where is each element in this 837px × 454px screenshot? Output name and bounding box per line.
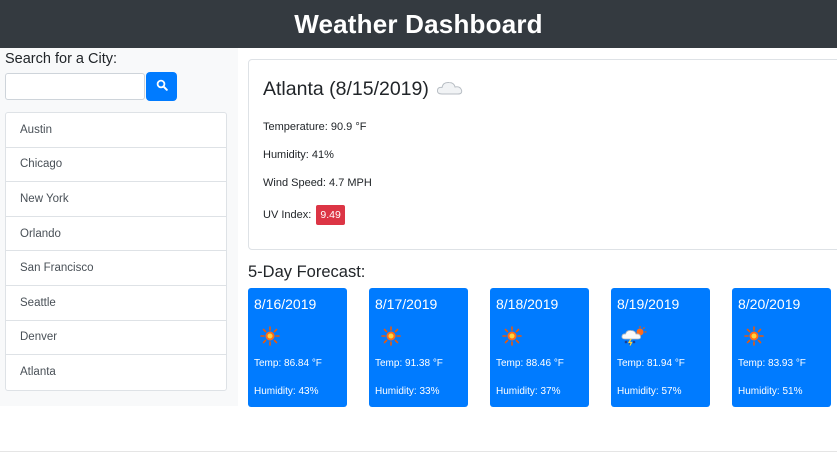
current-wind-speed: Wind Speed: 4.7 MPH [263, 177, 372, 189]
city-item-san-francisco[interactable]: San Francisco [6, 251, 226, 286]
uv-index-badge: 9.49 [316, 205, 345, 225]
forecast-date: 8/20/2019 [738, 296, 801, 312]
city-item-new-york[interactable]: New York [6, 182, 226, 217]
forecast-heading: 5-Day Forecast: [248, 263, 366, 281]
forecast-card: 8/18/2019 Temp: 88.46 °F Humidity: 37% [490, 288, 589, 407]
forecast-date: 8/16/2019 [254, 296, 317, 312]
forecast-temp: Temp: 83.93 °F [738, 358, 806, 369]
forecast-card: 8/20/2019 Temp: 83.93 °F Humidity: 51% [732, 288, 831, 407]
forecast-humidity: Humidity: 37% [496, 386, 561, 397]
forecast-humidity: Humidity: 57% [617, 386, 682, 397]
forecast-temp: Temp: 91.38 °F [375, 358, 443, 369]
city-item-chicago[interactable]: Chicago [6, 148, 226, 183]
current-weather-card: Atlanta (8/15/2019) Temperature: 90.9 °F… [248, 59, 837, 250]
forecast-humidity: Humidity: 51% [738, 386, 803, 397]
current-humidity: Humidity: 41% [263, 149, 334, 161]
sun-icon [742, 326, 766, 346]
city-item-denver[interactable]: Denver [6, 321, 226, 356]
storm-icon [621, 325, 647, 346]
divider [0, 451, 837, 452]
current-temperature: Temperature: 90.9 °F [263, 121, 367, 133]
cloud-icon [436, 78, 463, 101]
sun-icon [258, 326, 282, 346]
forecast-date: 8/17/2019 [375, 296, 438, 312]
city-search-input[interactable] [5, 73, 145, 100]
forecast-card: 8/16/2019 Temp: 86.84 °F Humidity: 43% [248, 288, 347, 407]
city-item-atlanta[interactable]: Atlanta [20, 366, 56, 379]
search-panel: Search for a City: Austin Chicago New Yo… [0, 48, 238, 406]
current-title-row: Atlanta (8/15/2019) [263, 78, 463, 101]
forecast-temp: Temp: 81.94 °F [617, 358, 685, 369]
search-label: Search for a City: [5, 51, 118, 67]
search-button[interactable] [146, 72, 177, 101]
uv-index-label: UV Index: [263, 208, 312, 221]
uv-index-row: UV Index: 9.49 [263, 205, 345, 225]
city-item-orlando[interactable]: Orlando [6, 217, 226, 252]
app-title: Weather Dashboard [294, 8, 543, 39]
forecast-date: 8/19/2019 [617, 296, 680, 312]
header-bar: Weather Dashboard [0, 0, 837, 48]
forecast-humidity: Humidity: 43% [254, 386, 319, 397]
sun-icon [500, 326, 524, 346]
current-city-date: Atlanta (8/15/2019) [263, 78, 429, 100]
city-item-austin[interactable]: Austin [6, 113, 226, 148]
forecast-temp: Temp: 86.84 °F [254, 358, 322, 369]
city-item-seattle[interactable]: Seattle [6, 286, 226, 321]
forecast-date: 8/18/2019 [496, 296, 559, 312]
forecast-temp: Temp: 88.46 °F [496, 358, 564, 369]
forecast-humidity: Humidity: 33% [375, 386, 440, 397]
forecast-card: 8/19/2019 Temp: 81.94 °F Humidity: 57% [611, 288, 710, 407]
city-history-list: Austin Chicago New York Orlando San Fran… [5, 112, 227, 391]
sun-icon [379, 326, 403, 346]
search-icon [156, 79, 168, 94]
forecast-card: 8/17/2019 Temp: 91.38 °F Humidity: 33% [369, 288, 468, 407]
